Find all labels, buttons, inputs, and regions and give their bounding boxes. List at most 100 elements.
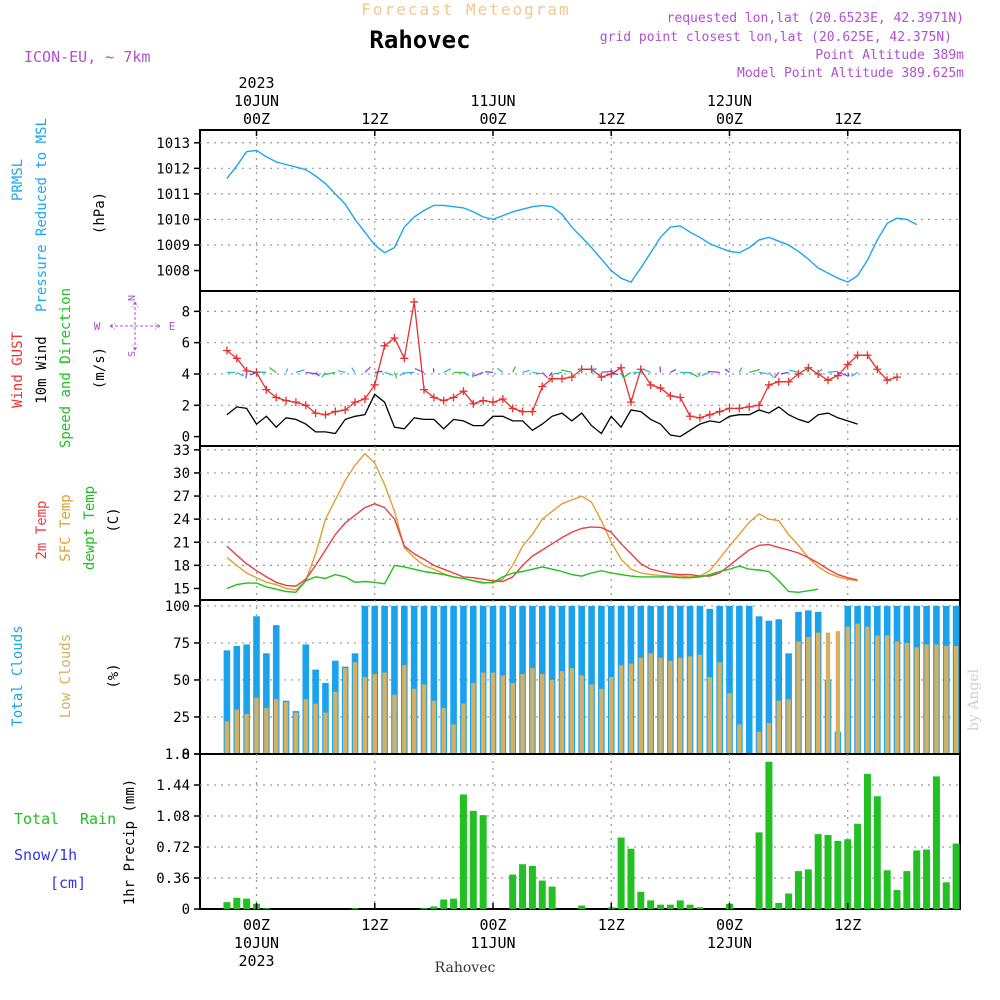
- dewpoint-line: [226, 564, 819, 594]
- low-cloud-bar: [480, 672, 486, 754]
- wind-direction-arrow: [548, 372, 553, 377]
- low-cloud-bar: [934, 644, 939, 754]
- precip-bar: [814, 834, 822, 909]
- bottom-time-label: 11JUN: [470, 934, 515, 952]
- total-cloud-bar: [430, 605, 438, 754]
- gust-marker: [390, 333, 399, 342]
- gust-marker: [863, 351, 872, 360]
- low-cloud-bar: [737, 724, 742, 754]
- low-cloud-bar: [224, 721, 230, 754]
- precip-bar: [824, 834, 832, 909]
- low-cloud-bar: [234, 709, 239, 754]
- low-cloud-bar: [569, 668, 575, 754]
- total-cloud-bar: [272, 625, 280, 754]
- precip-axis-label: 1hr Precip (mm): [122, 779, 138, 905]
- wind-direction-arrow: [724, 368, 730, 373]
- wind-direction-arrow: [578, 368, 583, 373]
- product-title: Forecast Meteogram: [361, 0, 570, 19]
- top-time-label: 11JUN: [470, 92, 515, 110]
- pressure-label-name: PRMSL: [10, 159, 26, 201]
- low-cloud-bar: [727, 693, 732, 754]
- precip-bar: [450, 898, 458, 909]
- gust-marker: [764, 380, 773, 389]
- dewpoint-label: dewpt Temp: [82, 486, 98, 570]
- total-cloud-bar: [223, 650, 231, 754]
- clouds-ytick-label: 75: [173, 636, 190, 652]
- low-cloud-bar: [875, 635, 880, 754]
- wind-direction-arrow: [384, 371, 394, 376]
- gust-marker: [538, 382, 547, 391]
- wind-direction-arrow: [463, 371, 470, 376]
- wind-direction-arrow: [315, 371, 320, 377]
- gust-marker: [400, 354, 409, 363]
- gust-marker: [843, 360, 852, 369]
- pressure-ytick-label: 1013: [156, 136, 190, 152]
- gust-marker: [548, 374, 557, 383]
- total-cloud-bar: [755, 616, 763, 754]
- low-cloud-bar: [293, 712, 299, 754]
- precip-bar: [666, 904, 674, 909]
- low-cloud-bar: [628, 663, 634, 754]
- top-time-label: 00Z: [243, 110, 270, 128]
- low-cloud-bar: [451, 724, 456, 754]
- low-cloud-bar: [520, 674, 525, 754]
- wind-direction-arrow: [351, 367, 356, 373]
- gust-marker: [488, 398, 497, 407]
- total-cloud-bar: [775, 619, 783, 754]
- gust-marker: [469, 399, 478, 408]
- precip-bar: [952, 843, 960, 909]
- low-cloud-bar: [865, 626, 870, 754]
- total-cloud-bar: [765, 620, 773, 754]
- gust-marker: [262, 385, 271, 394]
- low-cloud-bar: [392, 694, 397, 754]
- low-cloud-bar: [372, 674, 377, 754]
- gust-marker: [824, 376, 833, 385]
- header-area: Forecast Meteogram Rahovec ICON-EU, ~ 7k…: [24, 0, 982, 976]
- temp-2m-line: [226, 503, 858, 587]
- wind-ytick-label: 8: [182, 304, 190, 320]
- precip-bar: [893, 890, 901, 909]
- total-cloud-bar: [263, 653, 270, 754]
- precip-bar: [479, 815, 487, 909]
- gust-marker: [351, 398, 360, 407]
- wind-label: 10m Wind: [34, 336, 50, 403]
- wind-direction-arrow: [560, 369, 572, 374]
- precip-bar: [459, 794, 467, 909]
- credit-watermark: by Angel: [966, 668, 982, 731]
- compass-rose-icon: [109, 301, 161, 351]
- gust-marker: [794, 369, 803, 378]
- wind-direction-arrow: [256, 371, 267, 374]
- total-cloud-bar: [509, 605, 517, 754]
- precip-bar: [676, 900, 684, 909]
- total-cloud-bar: [410, 605, 418, 754]
- top-time-label: 2023: [238, 74, 274, 92]
- precip-bar: [469, 810, 477, 909]
- gust-marker: [656, 384, 665, 393]
- total-cloud-bar: [460, 605, 467, 754]
- gust-marker: [646, 380, 655, 389]
- location-title: Rahovec: [369, 26, 470, 54]
- low-cloud-bar: [342, 668, 348, 754]
- low-cloud-bar: [707, 677, 712, 754]
- low-cloud-bar: [579, 675, 584, 754]
- bottom-time-label: 00Z: [479, 916, 506, 934]
- bottom-time-label: 00Z: [243, 916, 270, 934]
- low-cloud-bar: [766, 722, 772, 754]
- wind-direction-arrow: [532, 371, 543, 375]
- low-cloud-bar: [510, 682, 515, 754]
- precip-rain-label: Rain: [80, 810, 116, 828]
- low-cloud-bar: [953, 645, 959, 754]
- gust-marker: [695, 413, 704, 422]
- precip-bar: [440, 899, 448, 909]
- gust-marker: [232, 354, 241, 363]
- wind-direction-arrow: [601, 370, 614, 374]
- precip-bar: [873, 796, 881, 909]
- wind-direction-arrow: [443, 368, 451, 373]
- wind-direction-arrow: [285, 368, 289, 373]
- temp-ytick-label: 15: [173, 581, 190, 597]
- clouds-ytick-label: 25: [173, 710, 190, 726]
- wind-direction-arrow: [268, 366, 277, 373]
- precip-bar: [262, 908, 270, 910]
- wind-direction-arrow: [773, 372, 780, 379]
